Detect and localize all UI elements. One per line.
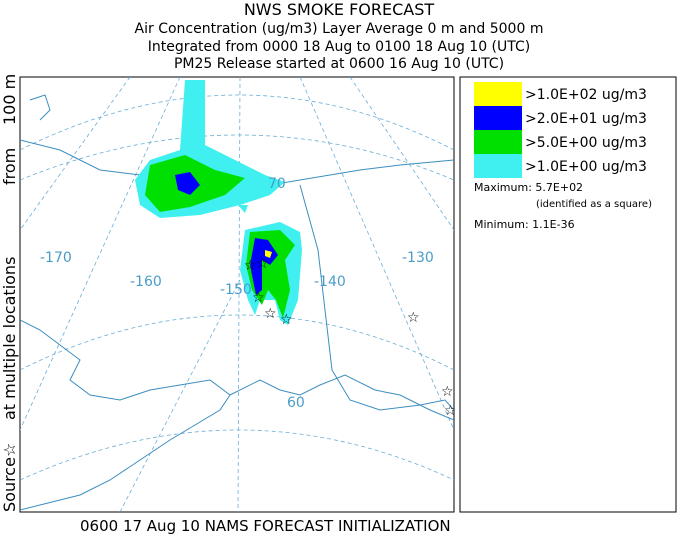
subtitle: Integrated from 0000 18 Aug to 0100 18 A… xyxy=(148,39,531,55)
source-marker: ☆ xyxy=(252,290,265,306)
source-marker: ☆ xyxy=(256,256,269,272)
legend: >1.0E+02 ug/m3 >2.0E+01 ug/m3 >5.0E+00 ug/… xyxy=(474,82,647,178)
source-marker: ☆ xyxy=(441,384,454,400)
side-label: from xyxy=(0,148,19,185)
source-marker: ☆ xyxy=(264,306,277,322)
source-markers: ☆ ☆ ☆ ☆ ☆ ☆ ☆ ☆ xyxy=(244,256,457,419)
source-marker: ☆ xyxy=(280,312,293,328)
source-marker: ☆ xyxy=(407,310,420,326)
legend-label: >5.0E+00 ug/m3 xyxy=(525,135,647,151)
graticule xyxy=(299,77,454,431)
side-label: 100 m xyxy=(0,74,19,125)
graticule xyxy=(119,279,241,512)
maximum-note: (identified as a square) xyxy=(536,199,652,210)
map-label: -140 xyxy=(314,274,346,290)
map-label: -150 xyxy=(220,282,252,298)
map-label: 70 xyxy=(268,176,286,192)
graticule xyxy=(20,77,131,231)
graticule xyxy=(20,314,454,371)
subtitle: Air Concentration (ug/m3) Layer Average … xyxy=(135,21,544,37)
coastline xyxy=(20,319,454,511)
side-label: at multiple locations xyxy=(0,257,19,420)
map-frame xyxy=(19,76,455,513)
legend-swatch xyxy=(474,106,522,130)
legend-swatch xyxy=(474,130,522,154)
graticule xyxy=(237,77,241,512)
graticule xyxy=(349,77,454,231)
title: NWS SMOKE FORECAST xyxy=(244,0,435,19)
source-marker: ☆ xyxy=(244,258,257,274)
legend-label: >2.0E+01 ug/m3 xyxy=(525,111,647,127)
graticule xyxy=(20,77,181,431)
plume xyxy=(265,250,272,258)
plume xyxy=(175,172,278,295)
source-marker: ☆ xyxy=(444,403,457,419)
legend-swatch xyxy=(474,82,522,106)
map-label: -130 xyxy=(402,250,434,266)
map-label: 60 xyxy=(287,395,305,411)
legend-label: >1.0E+02 ug/m3 xyxy=(525,87,647,103)
map-label: -160 xyxy=(130,274,162,290)
graticule xyxy=(20,94,454,151)
map-label: -170 xyxy=(40,250,72,266)
border xyxy=(299,184,454,411)
graticule xyxy=(20,134,454,181)
subtitle: PM25 Release started at 0600 16 Aug 10 (… xyxy=(174,56,504,72)
maximum: Maximum: 5.7E+02 xyxy=(474,181,583,194)
footer: 0600 17 Aug 10 NAMS FORECAST INITIALIZAT… xyxy=(80,517,451,535)
minimum: Minimum: 1.1E-36 xyxy=(474,218,575,231)
side-label: Source☆ xyxy=(0,443,19,512)
map: ☆ ☆ ☆ ☆ ☆ ☆ ☆ ☆ -170 -160 -150 -140 -130… xyxy=(20,77,457,512)
legend-label: >1.0E+00 ug/m3 xyxy=(525,159,647,175)
legend-swatch xyxy=(474,154,522,178)
